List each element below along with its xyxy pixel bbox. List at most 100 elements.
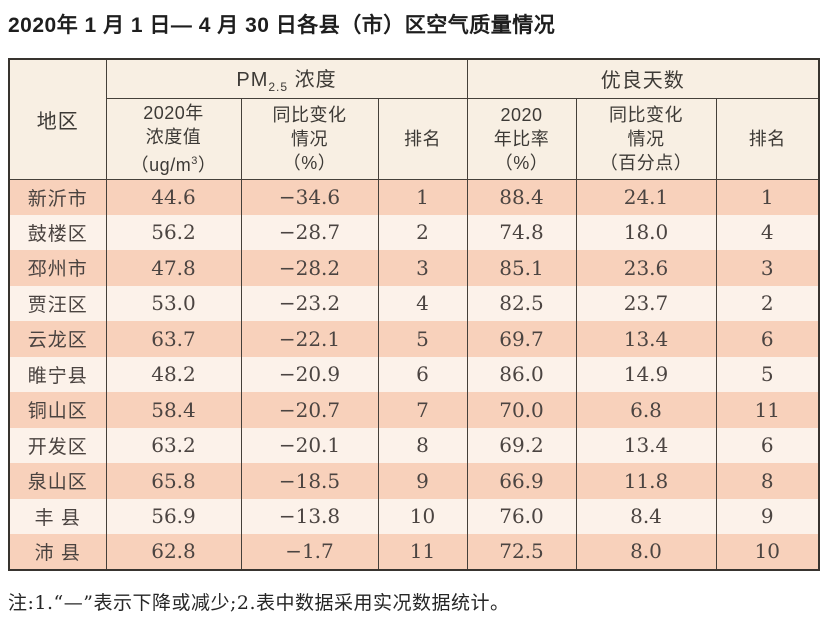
header-line: 浓度值	[145, 126, 202, 147]
gd-change-cell: 13.4	[575, 427, 717, 463]
col-header-gd-change: 同比变化 情况 （百分点）	[575, 98, 717, 180]
header-line: 情况	[291, 128, 328, 149]
pm-change-cell: −22.1	[240, 321, 379, 357]
pm-change-cell: −13.8	[240, 498, 379, 534]
table-row: 贾汪区 53.0 −23.2 4 82.5 23.7 2	[8, 285, 820, 321]
pm-value-cell: 47.8	[105, 250, 242, 286]
region-cell: 睢宁县	[8, 356, 107, 392]
region-cell: 鼓楼区	[8, 214, 107, 250]
gd-ratio-cell: 74.8	[466, 214, 577, 250]
pm-rank-cell: 9	[377, 463, 468, 499]
pm-change-cell: −20.7	[240, 392, 379, 428]
region-cell: 云龙区	[8, 321, 107, 357]
gd-ratio-cell: 69.2	[466, 427, 577, 463]
pm-value-cell: 65.8	[105, 463, 242, 499]
pm-change-cell: −18.5	[240, 463, 379, 499]
table-row: 开发区 63.2 −20.1 8 69.2 13.4 6	[8, 427, 820, 463]
header-sub-row: 2020年 浓度值 （ug/m3） 同比变化 情况 （%） 排名 2020 年比…	[9, 98, 820, 180]
gd-change-cell: 24.1	[575, 179, 717, 215]
table-row: 丰 县 56.9 −13.8 10 76.0 8.4 9	[8, 498, 820, 534]
air-quality-table: 地区 PM2.5 浓度 优良天数 2020年 浓度值 （ug/m3） 同比变化 …	[8, 58, 820, 571]
gd-ratio-cell: 82.5	[466, 285, 577, 321]
pm-value-cell: 58.4	[105, 392, 242, 428]
pm-rank-cell: 10	[377, 498, 468, 534]
unit-superscript: 3	[191, 154, 198, 167]
col-header-gd-ratio: 2020 年比率 （%）	[466, 98, 577, 180]
header-line: 情况	[627, 128, 665, 149]
gd-change-cell: 8.4	[575, 498, 717, 534]
gd-ratio-cell: 70.0	[466, 392, 577, 428]
pm-change-cell: −20.9	[240, 356, 379, 392]
col-header-pm-rank: 排名	[377, 98, 468, 180]
pm-value-cell: 56.9	[105, 498, 242, 534]
header-line: （%）	[494, 152, 549, 173]
table-row: 睢宁县 48.2 −20.9 6 86.0 14.9 5	[8, 356, 820, 392]
col-group-pm25: PM2.5 浓度	[105, 59, 468, 99]
pm-value-cell: 48.2	[105, 356, 242, 392]
region-cell: 新沂市	[8, 179, 107, 215]
header-line-unit: （ug/m3）	[107, 149, 240, 177]
pm-change-cell: −1.7	[240, 534, 379, 570]
gd-ratio-cell: 76.0	[466, 498, 577, 534]
region-cell: 邳州市	[8, 250, 107, 286]
table-row: 邳州市 47.8 −28.2 3 85.1 23.6 3	[8, 250, 820, 286]
gd-change-cell: 23.6	[575, 250, 717, 286]
pm-change-cell: −28.2	[240, 250, 379, 286]
pm-value-cell: 63.7	[105, 321, 242, 357]
gd-rank-cell: 9	[715, 498, 820, 534]
gd-change-cell: 23.7	[575, 285, 717, 321]
gd-rank-cell: 11	[715, 392, 820, 428]
region-cell: 丰 县	[8, 498, 107, 534]
gd-rank-cell: 8	[715, 463, 820, 499]
gd-change-cell: 13.4	[575, 321, 717, 357]
header-line: 年比率	[493, 128, 550, 149]
pm-group-suffix: 浓度	[288, 69, 337, 92]
region-cell: 开发区	[8, 427, 107, 463]
pm-rank-cell: 3	[377, 250, 468, 286]
gd-change-cell: 14.9	[575, 356, 717, 392]
pm-change-cell: −34.6	[240, 179, 379, 215]
footnote: 注:1.“—”表示下降或减少;2.表中数据采用实况数据统计。	[8, 592, 510, 614]
pm-change-cell: −20.1	[240, 427, 379, 463]
pm-rank-cell: 11	[377, 534, 468, 570]
gd-rank-cell: 5	[715, 356, 820, 392]
table-row: 云龙区 63.7 −22.1 5 69.7 13.4 6	[8, 321, 820, 357]
header-line: （百分点）	[599, 152, 693, 173]
pm-rank-cell: 2	[377, 214, 468, 250]
gd-ratio-cell: 88.4	[466, 179, 577, 215]
col-header-pm-change: 同比变化 情况 （%）	[240, 98, 379, 180]
pm-value-cell: 63.2	[105, 427, 242, 463]
pm-rank-cell: 5	[377, 321, 468, 357]
table-row: 沛 县 62.8 −1.7 11 72.5 8.0 10	[8, 534, 820, 570]
region-cell: 铜山区	[8, 392, 107, 428]
table-row: 鼓楼区 56.2 −28.7 2 74.8 18.0 4	[8, 214, 820, 250]
header-line: 2020年	[143, 102, 204, 123]
pm-change-cell: −28.7	[240, 214, 379, 250]
gd-rank-cell: 6	[715, 321, 820, 357]
region-cell: 沛 县	[8, 534, 107, 570]
gd-ratio-cell: 85.1	[466, 250, 577, 286]
gd-ratio-cell: 69.7	[466, 321, 577, 357]
unit-pre: （ug/m	[130, 154, 192, 175]
pm-subscript: 2.5	[268, 80, 289, 95]
gd-ratio-cell: 66.9	[466, 463, 577, 499]
pm-rank-cell: 8	[377, 427, 468, 463]
header-line: 2020	[500, 104, 543, 125]
gd-change-cell: 18.0	[575, 214, 717, 250]
pm-value-cell: 44.6	[105, 179, 242, 215]
header-line: （%）	[282, 152, 337, 173]
col-header-pm-value: 2020年 浓度值 （ug/m3）	[105, 98, 242, 180]
gd-change-cell: 6.8	[575, 392, 717, 428]
gd-ratio-cell: 86.0	[466, 356, 577, 392]
gd-rank-cell: 3	[715, 250, 820, 286]
region-cell: 泉山区	[8, 463, 107, 499]
header-line: 同比变化	[272, 104, 347, 125]
pm-value-cell: 53.0	[105, 285, 242, 321]
pm-rank-cell: 7	[377, 392, 468, 428]
col-header-gd-rank: 排名	[715, 98, 820, 180]
gd-change-cell: 8.0	[575, 534, 717, 570]
page-title: 2020年 1 月 1 日— 4 月 30 日各县（市）区空气质量情况	[8, 14, 556, 37]
gd-rank-cell: 10	[715, 534, 820, 570]
table-row: 铜山区 58.4 −20.7 7 70.0 6.8 11	[8, 392, 820, 428]
